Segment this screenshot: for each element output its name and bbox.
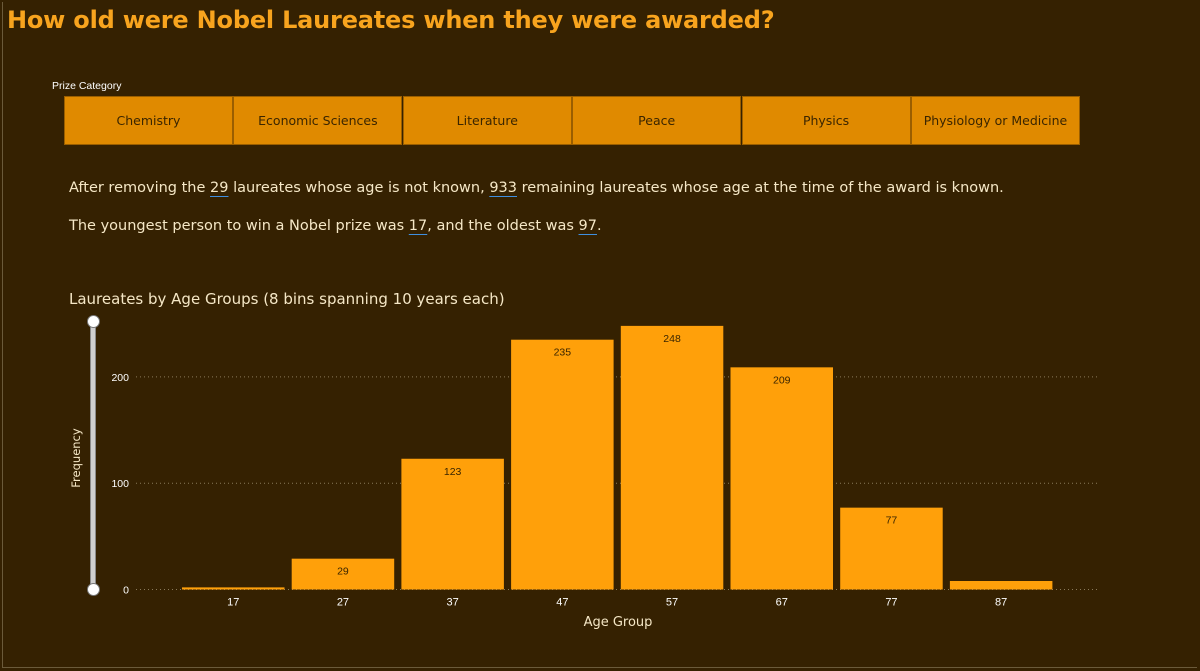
summary-text: remaining laureates whose age at the tim… — [517, 180, 1004, 196]
slicer-button-chemistry[interactable]: Chemistry — [64, 96, 233, 145]
x-tick-label: 47 — [556, 597, 568, 609]
x-tick-label: 77 — [885, 597, 897, 609]
slicer-button-physics[interactable]: Physics — [741, 96, 911, 145]
x-tick-label: 67 — [776, 597, 788, 609]
data-label: 77 — [886, 515, 898, 527]
known-count: 933 — [489, 180, 517, 196]
page-title: How old were Nobel Laureates when they w… — [7, 6, 775, 34]
y-axis-title: Frequency — [69, 428, 83, 488]
summary-line-ages: The youngest person to win a Nobel prize… — [69, 218, 602, 234]
summary-text: . — [596, 218, 602, 234]
slicer-button-physiology-or-medicine[interactable]: Physiology or Medicine — [910, 96, 1080, 145]
y-range-slider-max-handle[interactable] — [87, 315, 100, 328]
prize-category-slicer: Chemistry Economic Sciences Literature P… — [64, 96, 1080, 145]
bar-27 — [291, 558, 395, 590]
bar-67 — [730, 367, 833, 590]
x-tick-label: 17 — [227, 597, 239, 609]
oldest-age: 97 — [578, 218, 597, 234]
unknown-count: 29 — [210, 180, 229, 196]
bar-17 — [182, 587, 285, 590]
x-tick-label: 37 — [447, 597, 459, 609]
y-tick-label: 100 — [111, 478, 129, 490]
y-tick-label: 200 — [111, 372, 129, 384]
slicer-button-peace[interactable]: Peace — [572, 96, 742, 145]
prize-category-label: Prize Category — [52, 80, 122, 92]
summary-text: After removing the — [69, 180, 211, 196]
data-label: 29 — [337, 566, 349, 578]
data-label: 123 — [444, 466, 462, 478]
bar-47 — [511, 339, 614, 590]
summary-text: , and the oldest was — [427, 218, 579, 234]
x-tick-label: 87 — [995, 597, 1007, 609]
slicer-button-economic-sciences[interactable]: Economic Sciences — [233, 96, 403, 145]
bar-87 — [949, 580, 1053, 590]
bar-57 — [620, 325, 724, 590]
slicer-button-literature[interactable]: Literature — [402, 96, 572, 145]
y-tick-label: 0 — [123, 585, 129, 597]
y-range-slider-min-handle[interactable] — [87, 583, 100, 596]
y-range-slider-track[interactable] — [90, 322, 96, 590]
x-axis-title: Age Group — [584, 615, 653, 630]
data-label: 209 — [773, 374, 791, 386]
x-tick-label: 27 — [337, 597, 349, 609]
chart-title: Laureates by Age Groups (8 bins spanning… — [69, 290, 505, 308]
data-label: 248 — [663, 333, 681, 345]
bar-37 — [401, 458, 504, 590]
summary-line-unknown: After removing the 29 laureates whose ag… — [69, 180, 1004, 196]
summary-text: The youngest person to win a Nobel prize… — [69, 218, 409, 234]
x-tick-label: 57 — [666, 597, 678, 609]
data-label: 235 — [554, 347, 572, 359]
youngest-age: 17 — [408, 218, 428, 234]
summary-text: laureates whose age is not known, — [228, 180, 490, 196]
bar-77 — [840, 507, 943, 590]
